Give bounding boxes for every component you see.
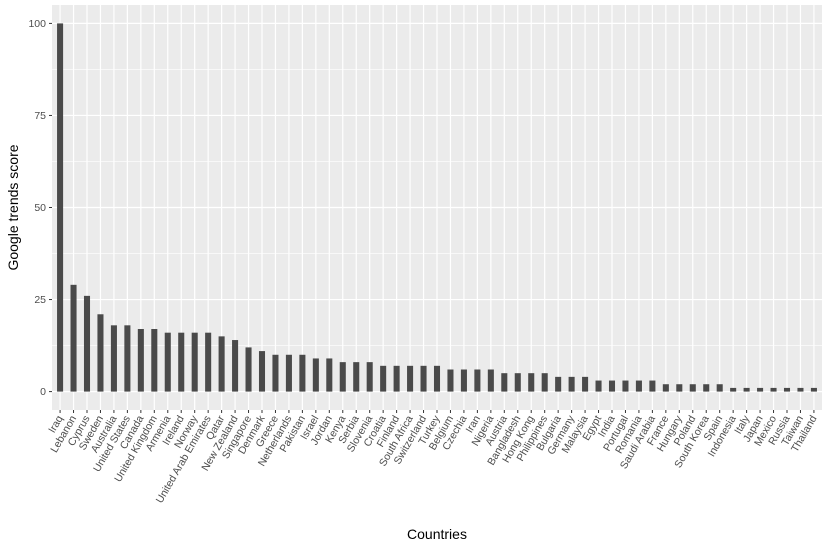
- bar: [649, 380, 656, 392]
- bar: [730, 387, 737, 392]
- bar: [258, 351, 266, 392]
- y-tick-label: 100: [28, 18, 46, 30]
- bar: [407, 365, 414, 392]
- bar: [151, 329, 158, 392]
- bar: [393, 365, 400, 392]
- bar: [232, 340, 239, 392]
- bar: [703, 384, 710, 392]
- bar: [191, 332, 198, 392]
- bar: [770, 387, 777, 392]
- y-tick-label: 50: [34, 202, 46, 214]
- bar: [568, 376, 575, 392]
- bar: [420, 365, 427, 392]
- bar: [178, 332, 185, 392]
- bar: [285, 354, 292, 392]
- bar: [353, 362, 360, 392]
- bar: [810, 387, 817, 392]
- bar: [380, 365, 387, 392]
- bar: [595, 380, 602, 392]
- bars: [57, 23, 817, 392]
- bar: [514, 373, 521, 392]
- y-axis: 0 25 50 75 100: [28, 18, 52, 398]
- bar: [608, 380, 616, 392]
- bar: [797, 387, 804, 392]
- bar: [339, 362, 346, 392]
- bar: [272, 354, 279, 392]
- bar: [70, 284, 77, 392]
- bar: [433, 365, 441, 392]
- bar: [205, 332, 212, 392]
- bar: [622, 380, 629, 392]
- bar: [716, 384, 723, 392]
- x-axis-title: Countries: [407, 526, 467, 542]
- bar: [57, 23, 64, 392]
- bar: [689, 384, 696, 392]
- bar: [635, 380, 642, 392]
- bar: [218, 336, 225, 392]
- bar: [555, 376, 562, 392]
- bar: [366, 362, 373, 392]
- bar: [110, 325, 117, 392]
- bar: [676, 384, 683, 392]
- bar: [137, 329, 144, 392]
- bar: [97, 314, 104, 392]
- y-tick-label: 0: [40, 386, 46, 398]
- bar: [743, 387, 750, 392]
- bar: [312, 358, 319, 392]
- bar: [326, 358, 333, 392]
- bar: [460, 369, 467, 392]
- y-tick-label: 75: [34, 110, 46, 122]
- bar: [164, 332, 171, 392]
- bar: [501, 373, 508, 392]
- bar: [528, 373, 535, 392]
- bar: [582, 376, 589, 392]
- bar: [245, 347, 252, 392]
- bar: [541, 373, 548, 392]
- bar: [474, 369, 481, 392]
- bar: [487, 369, 494, 392]
- y-tick-label: 25: [34, 294, 46, 306]
- y-axis-title: Google trends score: [5, 144, 21, 270]
- bar: [83, 295, 91, 392]
- bar: [757, 387, 764, 392]
- bar: [783, 387, 791, 392]
- bar: [124, 325, 131, 392]
- bar: [299, 354, 306, 392]
- bar: [447, 369, 454, 392]
- bar: [662, 384, 669, 392]
